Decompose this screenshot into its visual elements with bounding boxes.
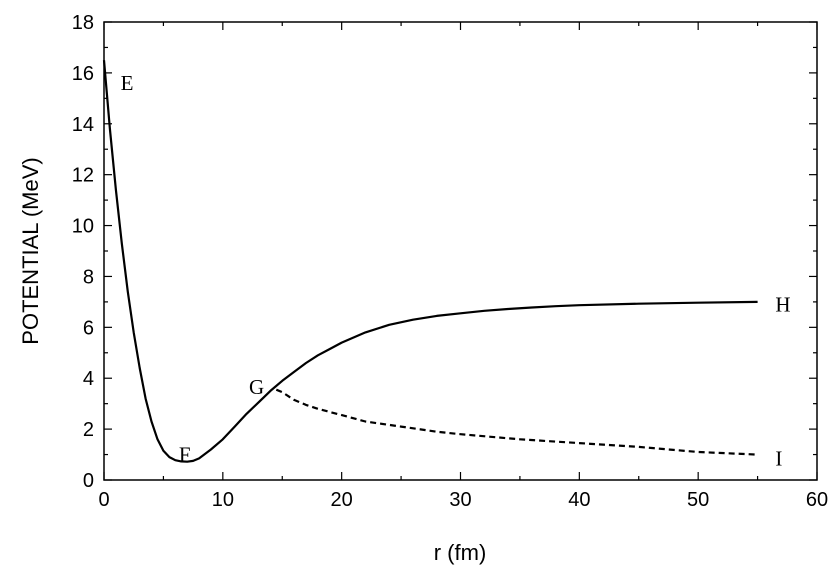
y-tick-label: 12 (72, 165, 94, 187)
series-line-dashed (275, 388, 758, 456)
x-tick-label: 60 (806, 489, 828, 511)
y-tick-label: 0 (83, 470, 94, 492)
x-tick-label: 10 (212, 489, 234, 511)
y-axis-title: POTENTIAL (MeV) (18, 157, 43, 344)
annotation-label-e: E (121, 71, 134, 95)
plot-frame (103, 21, 818, 481)
y-tick-label: 18 (72, 12, 94, 34)
y-tick-label: 6 (83, 317, 94, 339)
y-tick-label: 16 (72, 63, 94, 85)
series-line-solid (102, 60, 758, 463)
x-tick-label: 40 (568, 489, 590, 511)
annotation-label-h: H (775, 292, 790, 316)
annotation-label-g: G (249, 375, 264, 399)
x-tick-label: 20 (331, 489, 353, 511)
x-axis-title: r (fm) (434, 540, 487, 565)
y-tick-label: 14 (72, 114, 94, 136)
annotation-label-i: I (775, 446, 782, 470)
curve-annotations: E F G H I (121, 71, 791, 470)
y-tick-label: 2 (83, 419, 94, 441)
x-tick-label: 30 (449, 489, 471, 511)
x-tick-label: 0 (98, 489, 109, 511)
x-tick-label: 50 (687, 489, 709, 511)
y-tick-label: 10 (72, 216, 94, 238)
axis-ticks: 0 10 20 30 40 50 60 0 2 4 6 8 10 12 14 16 18 (72, 12, 828, 511)
y-tick-label: 8 (83, 266, 94, 288)
annotation-label-f: F (179, 443, 191, 467)
data-series (102, 60, 758, 463)
y-tick-label: 4 (83, 368, 94, 390)
